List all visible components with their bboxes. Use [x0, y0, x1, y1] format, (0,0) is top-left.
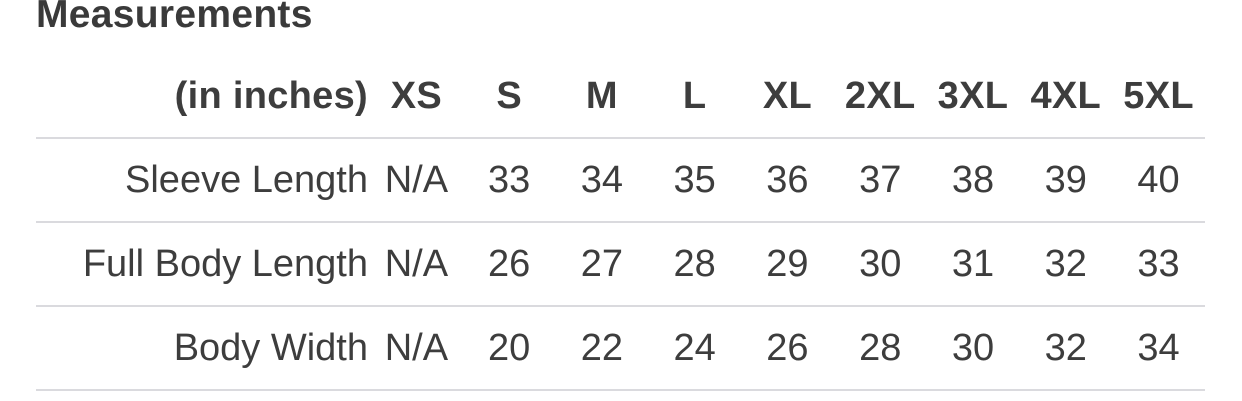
table-row-sleeve-length: Sleeve Length N/A 33 34 35 36 37 38 39 4…	[36, 138, 1205, 223]
value-cell: 28	[833, 306, 927, 391]
row-label-cell: Full Body Length	[36, 222, 370, 307]
size-header-4xl: 4XL	[1019, 55, 1113, 139]
value-cell: 26	[462, 222, 556, 307]
value-cell: 30	[926, 306, 1020, 391]
row-label-cell: Body Width	[36, 306, 370, 391]
value-cell: 31	[926, 222, 1020, 307]
size-header-xl: XL	[741, 55, 834, 139]
size-header-2xl: 2XL	[833, 55, 927, 139]
value-cell: 20	[462, 306, 556, 391]
value-cell: 33	[1112, 222, 1205, 307]
value-cell: N/A	[370, 222, 463, 307]
value-cell: 32	[1019, 222, 1113, 307]
value-cell: 35	[648, 138, 742, 223]
value-cell: 27	[555, 222, 649, 307]
table-header-row: (in inches) XS S M L XL 2XL 3XL 4XL 5XL	[36, 55, 1205, 139]
size-header-l: L	[648, 55, 742, 139]
table-row-full-body-length: Full Body Length N/A 26 27 28 29 30 31 3…	[36, 222, 1205, 307]
size-header-5xl: 5XL	[1112, 55, 1205, 139]
measurements-section-title: Measurements	[36, 0, 313, 36]
value-cell: 34	[555, 138, 649, 223]
value-cell: 29	[741, 222, 834, 307]
value-cell: 24	[648, 306, 742, 391]
value-cell: 22	[555, 306, 649, 391]
value-cell: N/A	[370, 138, 463, 223]
size-header-s: S	[462, 55, 556, 139]
value-cell: 34	[1112, 306, 1205, 391]
value-cell: 38	[926, 138, 1020, 223]
value-cell: 37	[833, 138, 927, 223]
size-header-m: M	[555, 55, 649, 139]
value-cell: 28	[648, 222, 742, 307]
value-cell: 36	[741, 138, 834, 223]
value-cell: 40	[1112, 138, 1205, 223]
value-cell: 33	[462, 138, 556, 223]
table-row-body-width: Body Width N/A 20 22 24 26 28 30 32 34	[36, 306, 1205, 391]
size-header-xs: XS	[370, 55, 463, 139]
value-cell: 30	[833, 222, 927, 307]
value-cell: 32	[1019, 306, 1113, 391]
value-cell: N/A	[370, 306, 463, 391]
value-cell: 39	[1019, 138, 1113, 223]
unit-header-cell: (in inches)	[36, 55, 370, 139]
row-label-cell: Sleeve Length	[36, 138, 370, 223]
size-header-3xl: 3XL	[926, 55, 1020, 139]
value-cell: 26	[741, 306, 834, 391]
measurements-table: (in inches) XS S M L XL 2XL 3XL 4XL 5XL …	[36, 55, 1205, 391]
